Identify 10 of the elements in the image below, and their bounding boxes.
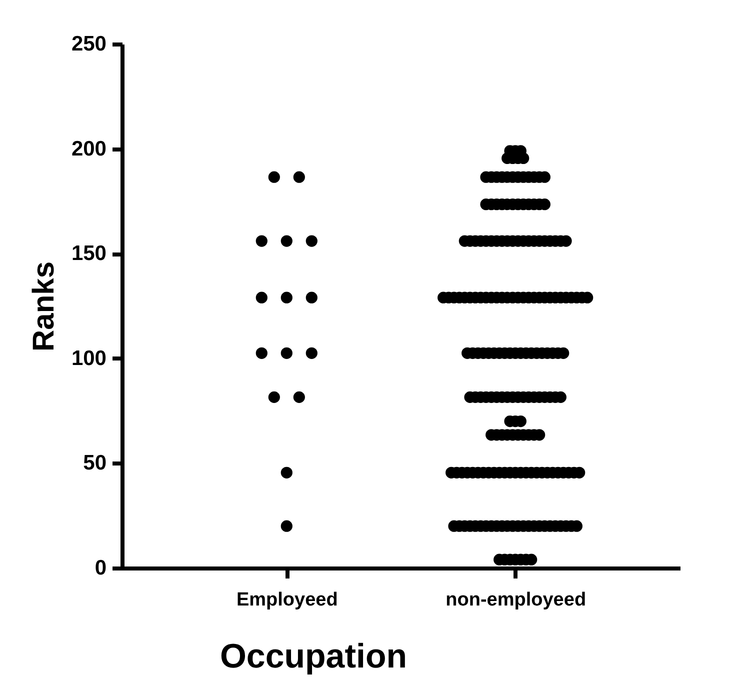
x-tick-label: Employeed [236,590,338,610]
x-axis-title: Occupation [220,638,408,676]
y-tick-label: 200 [71,137,106,160]
y-tick-label: 250 [71,32,106,56]
x-tick-label: non-employeed [446,590,586,610]
y-tick-label: 50 [83,452,106,475]
y-axis-title: Ranks [27,261,60,352]
y-tick-label: 150 [71,242,106,266]
y-tick-label: 100 [71,346,106,370]
y-tick-label: 0 [94,556,106,580]
